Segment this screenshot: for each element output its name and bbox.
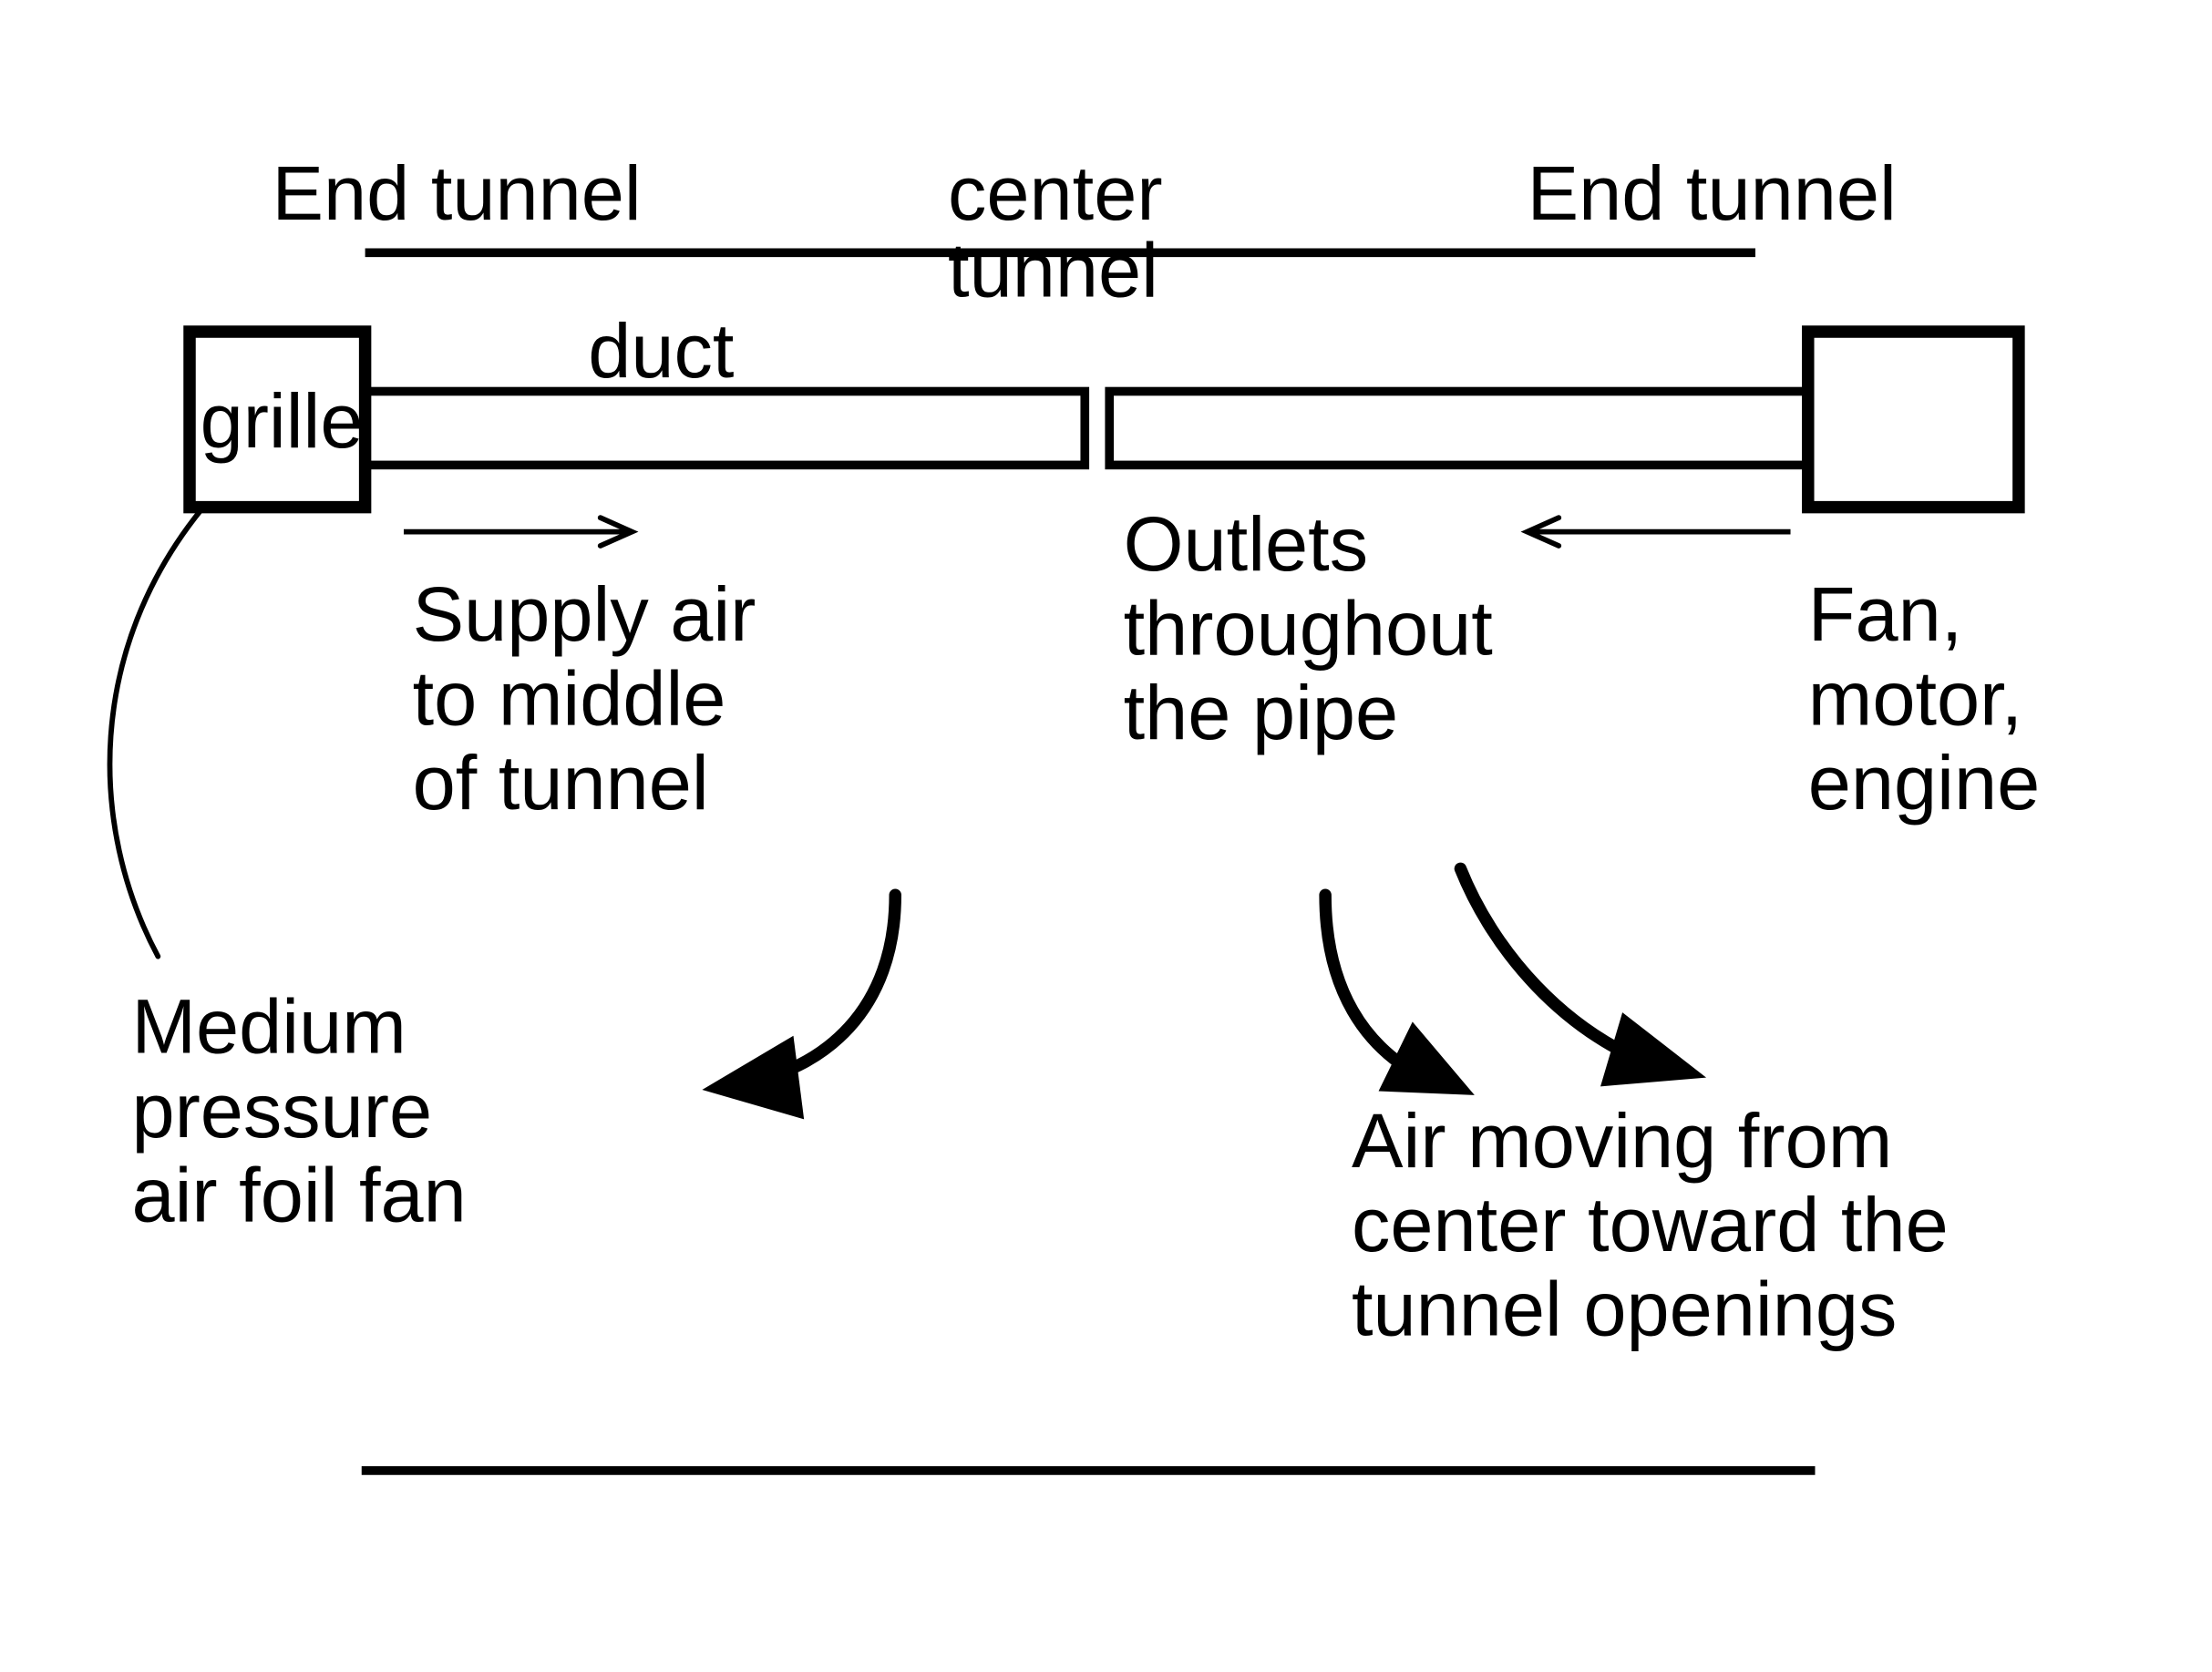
medium-pressure-label-line1: Medium [131,983,406,1070]
big-arrow-right-head-icon [1600,1012,1706,1086]
center-tunnel-label-line1: center [948,149,1163,236]
center-tunnel-label-line2: tunnel [948,226,1158,313]
grille-label: grille [201,377,364,464]
air-moving-label-line2: center toward the [1352,1181,1949,1267]
big-arrow-left-head-icon [702,1036,804,1120]
fan-box [1808,332,2019,508]
air-moving-label-line3: tunnel openings [1352,1266,1897,1352]
end-tunnel-left-label: End tunnel [273,149,642,236]
end-tunnel-right-label: End tunnel [1528,149,1897,236]
fan-label-line3: engine [1808,739,2040,826]
air-moving-label-line1: Air moving from [1352,1097,1892,1184]
fan-label-line2: motor, [1808,654,2022,741]
grille-pointer [109,509,201,957]
outlets-label-line2: throughout [1124,584,1493,671]
medium-pressure-label-line2: pressure [131,1067,432,1154]
medium-pressure-label-line3: air foil fan [131,1151,466,1237]
outlets-label-line1: Outlets [1124,500,1368,587]
supply-air-label-line1: Supply air [413,570,756,657]
supply-air-label-line2: to middle [413,654,726,741]
fan-label-line1: Fan, [1808,570,1963,657]
duct-label: duct [588,307,734,394]
outlets-label-line3: the pipe [1124,669,1399,755]
supply-air-label-line3: of tunnel [413,739,709,826]
duct-left [365,391,1085,465]
duct-right [1109,391,1808,465]
